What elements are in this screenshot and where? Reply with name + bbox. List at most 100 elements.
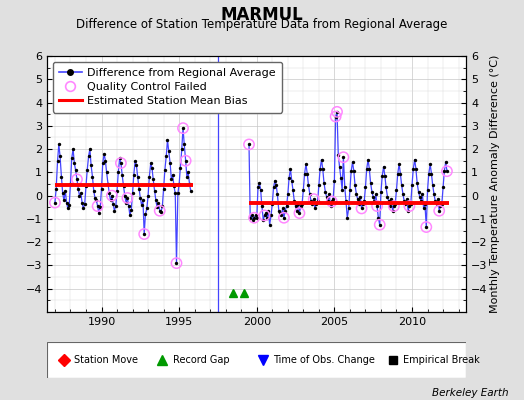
Point: [295, 210, 303, 216]
Point: [245, 141, 253, 148]
Text: Record Gap: Record Gap: [173, 355, 230, 365]
Point: [348, 159, 357, 165]
Point: [318, 156, 326, 163]
Point: [68, 155, 76, 162]
Point: [59, 190, 67, 196]
Point: [272, 182, 280, 188]
Point: [132, 162, 140, 168]
Point: [443, 168, 451, 174]
Point: [439, 184, 447, 191]
Point: [357, 205, 366, 212]
Point: [156, 208, 164, 214]
Point: [268, 200, 277, 207]
Point: [134, 174, 142, 180]
Point: [253, 214, 261, 221]
Point: [92, 197, 101, 204]
Point: [404, 208, 412, 214]
Point: [422, 224, 431, 230]
Point: [435, 208, 443, 214]
Point: [390, 203, 398, 209]
Point: [119, 183, 128, 190]
Point: [286, 166, 294, 172]
Point: [163, 136, 172, 143]
Point: [79, 205, 88, 212]
Point: [385, 198, 393, 205]
Point: [397, 182, 406, 188]
Point: [420, 205, 428, 212]
Text: Empirical Break: Empirical Break: [402, 355, 479, 365]
Point: [123, 195, 132, 201]
Point: [399, 191, 407, 198]
Point: [110, 208, 118, 214]
Point: [342, 198, 350, 205]
Point: [53, 158, 62, 164]
Point: [289, 187, 297, 193]
Point: [426, 161, 434, 168]
Point: [276, 210, 284, 216]
Point: [97, 186, 106, 192]
Point: [405, 203, 413, 209]
Point: [280, 214, 288, 221]
Point: [382, 184, 390, 191]
Point: [54, 141, 63, 148]
Point: [346, 187, 354, 193]
Point: [363, 166, 371, 172]
Point: [85, 146, 94, 152]
Point: [372, 191, 380, 198]
Point: [413, 180, 421, 186]
Point: [121, 192, 129, 199]
Point: [175, 181, 183, 187]
Point: [109, 200, 117, 207]
Point: [360, 198, 368, 205]
Point: [283, 191, 292, 198]
Point: [324, 198, 332, 205]
Point: [325, 191, 333, 198]
Point: [179, 125, 187, 131]
Point: [321, 189, 330, 195]
Point: [400, 198, 408, 205]
Point: [328, 198, 336, 205]
Point: [423, 187, 432, 193]
Point: [295, 210, 303, 216]
Point: [51, 200, 59, 206]
Point: [401, 200, 410, 207]
Point: [370, 198, 379, 205]
Point: [298, 200, 307, 207]
Point: [159, 186, 168, 192]
Point: [443, 168, 451, 174]
Point: [368, 189, 376, 195]
Point: [310, 196, 318, 202]
Point: [288, 177, 296, 184]
Point: [96, 204, 104, 210]
Point: [149, 176, 157, 182]
Point: [264, 208, 272, 214]
Text: Difference of Station Temperature Data from Regional Average: Difference of Station Temperature Data f…: [77, 18, 447, 31]
Point: [282, 203, 291, 209]
Point: [377, 189, 385, 195]
Point: [339, 154, 347, 160]
Point: [329, 196, 337, 202]
Point: [260, 212, 269, 219]
Point: [407, 200, 415, 207]
Point: [258, 203, 266, 209]
Point: [281, 208, 289, 214]
Point: [112, 203, 120, 209]
Point: [291, 203, 300, 209]
Point: [350, 168, 358, 174]
Point: [391, 200, 399, 207]
Point: [424, 170, 433, 177]
Point: [315, 182, 323, 188]
Point: [106, 197, 115, 204]
Point: [395, 161, 403, 168]
Point: [115, 155, 124, 162]
Point: [334, 152, 343, 158]
Point: [261, 210, 270, 216]
Point: [255, 180, 264, 186]
Point: [326, 203, 335, 209]
Point: [299, 187, 308, 193]
Point: [70, 160, 79, 166]
Point: [280, 214, 288, 221]
Point: [332, 113, 340, 120]
Point: [352, 191, 361, 198]
Point: [290, 198, 299, 205]
